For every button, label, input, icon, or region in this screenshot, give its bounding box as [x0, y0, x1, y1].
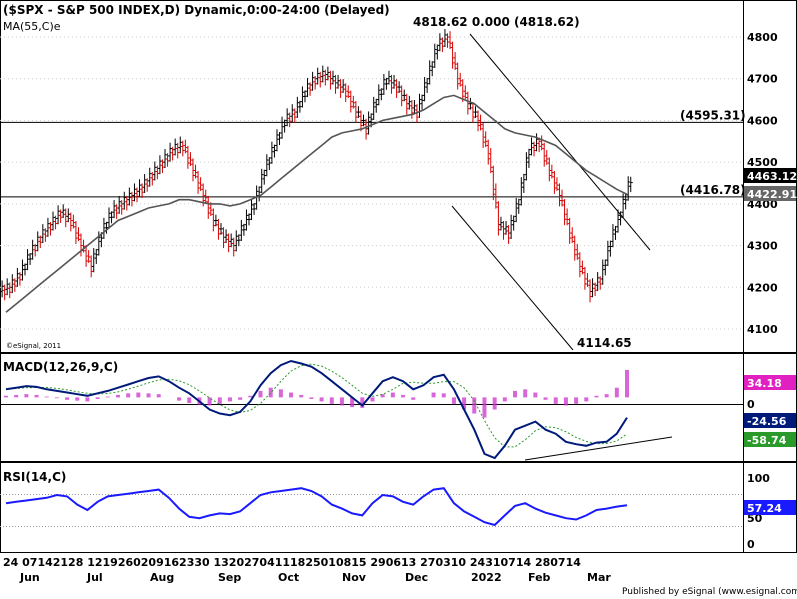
macd-line-badge-bg [744, 413, 796, 428]
month-label: Oct [278, 571, 299, 584]
ma-label: MA(55,C)e [3, 20, 61, 33]
price-tick-label: 4300 [747, 240, 778, 253]
month-label: 2022 [471, 571, 502, 584]
month-label: Nov [342, 571, 367, 584]
macd-panel-frame [0, 353, 797, 462]
month-label: Aug [150, 571, 174, 584]
macd-line [5, 359, 628, 460]
month-label: Mar [587, 571, 611, 584]
resistance-trendline [469, 33, 651, 251]
month-label: Feb [528, 571, 551, 584]
price-tick-label: 4700 [747, 73, 778, 86]
watermark: ©eSignal, 2011 [6, 342, 61, 350]
ma-badge-bg [744, 186, 796, 201]
month-label: Dec [405, 571, 428, 584]
rsi-line [5, 487, 628, 527]
macd-line-badge: -24.56 [747, 415, 787, 428]
rsi-panel-frame [0, 462, 797, 553]
rsi-tick-50: 50 [747, 512, 763, 525]
last-price-badge-bg [744, 168, 796, 183]
chart-title: ($SPX - S&P 500 INDEX,D) Dynamic,0:00-24… [3, 3, 390, 17]
rsi-tick-0: 0 [747, 538, 755, 551]
price-panel-frame [0, 0, 797, 353]
rsi-tick-100: 100 [747, 472, 770, 485]
level-label: (4595.31) [680, 108, 746, 122]
macd-hist-badge: 34.18 [747, 377, 782, 390]
macd-signal-badge: -58.74 [747, 434, 787, 447]
price-axis-ticks: 4800 4700 4600 4500 4400 4300 4200 4100 [747, 31, 778, 336]
ma-line [5, 94, 628, 313]
month-label: Jun [19, 571, 40, 584]
price-candles [0, 29, 633, 303]
price-tick-label: 4500 [747, 156, 778, 169]
macd-label: MACD(12,26,9,C) [3, 360, 118, 374]
macd-signal-line [5, 363, 628, 448]
level-label: (4416.78) [680, 183, 746, 197]
price-tick-label: 4200 [747, 281, 778, 294]
macd-histogram [4, 369, 629, 418]
low-label: 4114.65 [577, 336, 632, 350]
rsi-badge: 57.24 [747, 502, 782, 515]
x-axis-months: Jun Jul Aug Sep Oct Nov Dec 2022 Feb Mar [19, 571, 611, 584]
rsi-badge-bg [744, 500, 796, 515]
price-tick-label: 4600 [747, 114, 778, 127]
x-axis-days: 24 07142128 1219260209162330 13202704111… [3, 556, 581, 569]
price-tick-label: 4100 [747, 323, 778, 336]
last-price-badge: 4463.12 [747, 170, 797, 183]
month-label: Jul [86, 571, 103, 584]
price-tick-label: 4800 [747, 31, 778, 44]
macd-zero-tick: 0 [747, 398, 755, 411]
price-tick-label: 4400 [747, 198, 778, 211]
macd-hist-badge-bg [744, 375, 796, 390]
level-label: 4818.62 0.000 (4818.62) [413, 15, 580, 29]
month-label: Sep [218, 571, 241, 584]
channel-trendline [451, 205, 574, 351]
rsi-label: RSI(14,C) [3, 470, 66, 484]
macd-signal-badge-bg [744, 432, 796, 447]
ma-badge: 4422.91 [747, 188, 797, 201]
macd-trendline [524, 436, 673, 461]
footer: Published by eSignal (www.esignal.com) [622, 587, 797, 597]
